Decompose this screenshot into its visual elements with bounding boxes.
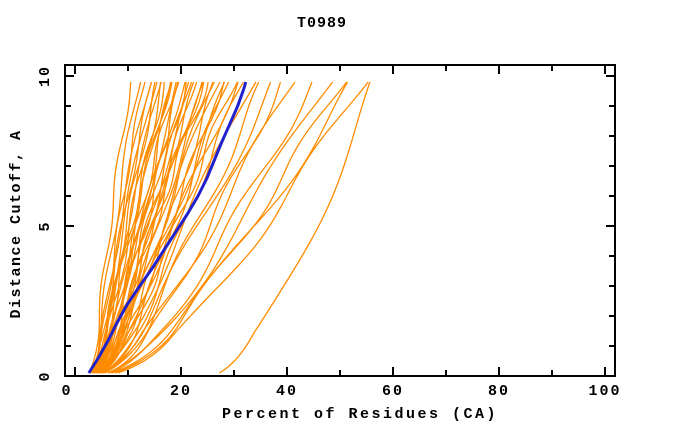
x-tick-label: 100 (588, 383, 621, 400)
y-axis-title: Distance Cutoff, A (8, 129, 25, 319)
x-tick-label: 20 (170, 383, 192, 400)
x-tick-label: 0 (61, 383, 72, 400)
tick-labels: 0 20 40 60 80 100 0 5 10 (37, 65, 621, 400)
x-tick-label: 40 (276, 383, 298, 400)
model-curve (91, 81, 156, 374)
model-curve (91, 81, 153, 374)
model-curve (94, 81, 221, 374)
model-curve (92, 81, 186, 374)
x-tick-label: 80 (488, 383, 510, 400)
model-curve (91, 81, 146, 374)
x-tick-label: 60 (382, 383, 404, 400)
x-axis-title: Percent of Residues (CA) (221, 406, 499, 423)
axis-ticks (65, 65, 615, 377)
selected-model-curve (87, 81, 248, 374)
y-tick-label: 10 (37, 65, 54, 87)
model-curve (117, 81, 369, 374)
model-curve (89, 81, 153, 374)
model-curve (104, 81, 260, 374)
highlight-curve (87, 81, 248, 374)
chart-title: T0989 (296, 15, 347, 32)
model-curve (101, 81, 272, 374)
model-curve (88, 81, 132, 374)
model-curve (93, 81, 179, 374)
model-curve (96, 81, 226, 374)
model-curve (107, 81, 334, 374)
y-tick-label: 5 (37, 220, 54, 231)
model-curve (110, 81, 313, 374)
model-curves (88, 81, 371, 374)
model-curve (219, 81, 371, 374)
model-curve (97, 81, 239, 374)
model-curve (103, 81, 296, 374)
y-tick-label: 0 (37, 370, 54, 381)
model-curve (111, 81, 349, 374)
